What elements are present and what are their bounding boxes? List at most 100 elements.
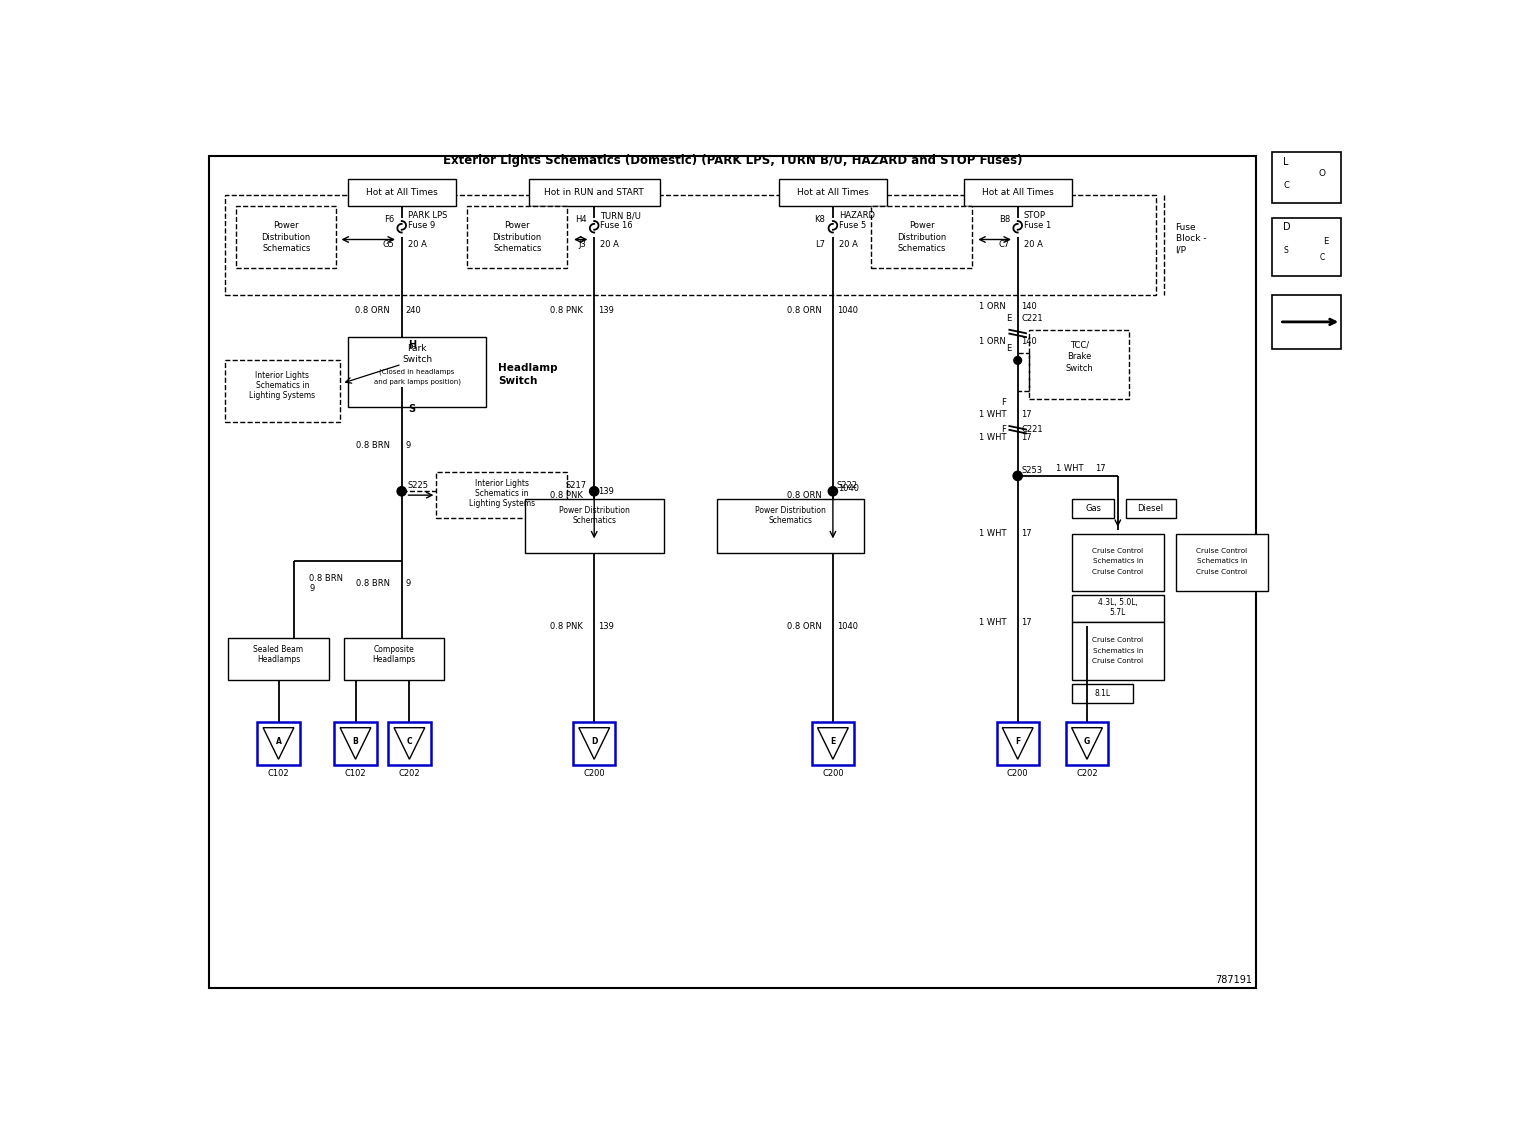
Text: Cruise Control: Cruise Control	[1093, 659, 1143, 665]
Text: and park lamps position): and park lamps position)	[374, 378, 461, 385]
Text: 0.8 PNK: 0.8 PNK	[550, 306, 582, 315]
Text: C200: C200	[1006, 769, 1029, 778]
Text: Cruise Control: Cruise Control	[1093, 569, 1143, 575]
Text: TURN B/U: TURN B/U	[600, 211, 641, 220]
Text: S225: S225	[407, 482, 429, 491]
Text: C200: C200	[822, 769, 844, 778]
Text: (Closed in headlamps: (Closed in headlamps	[380, 369, 454, 375]
Text: 20 A: 20 A	[1024, 241, 1043, 250]
Text: D: D	[1283, 223, 1290, 232]
Text: C200: C200	[584, 769, 605, 778]
Text: Fuse 5: Fuse 5	[839, 222, 866, 231]
Text: Brake: Brake	[1067, 352, 1091, 361]
Text: 17: 17	[1021, 618, 1032, 627]
Bar	[1272, 295, 1341, 349]
Bar	[997, 722, 1038, 765]
Text: Schematics: Schematics	[572, 516, 616, 525]
Bar	[524, 499, 664, 553]
Text: C: C	[406, 736, 412, 745]
Text: Lighting Systems: Lighting Systems	[249, 391, 316, 400]
Text: E: E	[1006, 344, 1011, 353]
Circle shape	[590, 486, 599, 496]
Text: Distribution: Distribution	[261, 233, 310, 242]
Bar	[228, 637, 328, 680]
Text: Switch: Switch	[499, 376, 538, 386]
Text: 0.8 ORN: 0.8 ORN	[787, 621, 821, 630]
Text: 1 WHT: 1 WHT	[979, 433, 1006, 442]
Text: Power: Power	[505, 222, 530, 231]
Bar	[344, 637, 444, 680]
Text: 8.1L: 8.1L	[1094, 688, 1111, 698]
Text: Gas: Gas	[1085, 503, 1100, 512]
Text: C221: C221	[1021, 314, 1043, 323]
Text: 9: 9	[406, 579, 410, 588]
Text: F: F	[1002, 425, 1006, 434]
Text: 240: 240	[406, 306, 421, 315]
Text: Composite: Composite	[374, 644, 415, 653]
Bar	[573, 722, 616, 765]
Circle shape	[1014, 357, 1021, 365]
Text: J3: J3	[579, 241, 587, 250]
Bar	[1272, 218, 1341, 276]
Bar	[1072, 684, 1134, 703]
Text: Cruise Control: Cruise Control	[1093, 637, 1143, 643]
Text: S253: S253	[1021, 466, 1043, 475]
Text: F: F	[1015, 736, 1020, 745]
Text: STOP: STOP	[1024, 211, 1046, 220]
Text: Power Distribution: Power Distribution	[755, 506, 825, 515]
Polygon shape	[579, 728, 610, 759]
Text: 140: 140	[1021, 336, 1037, 345]
Text: Interior Lights: Interior Lights	[474, 479, 529, 488]
Polygon shape	[1072, 728, 1102, 759]
Bar	[225, 195, 1157, 295]
Text: S222: S222	[836, 482, 857, 491]
Text: HAZARD: HAZARD	[839, 211, 876, 220]
Circle shape	[397, 486, 406, 496]
Text: Cruise Control: Cruise Control	[1093, 548, 1143, 553]
Text: C: C	[1283, 181, 1289, 190]
Text: H: H	[407, 340, 416, 350]
Text: 139: 139	[597, 621, 614, 630]
Text: 1 WHT: 1 WHT	[1056, 463, 1084, 473]
Polygon shape	[1002, 728, 1034, 759]
Text: Park: Park	[407, 344, 427, 353]
Text: Headlamps: Headlamps	[372, 654, 415, 663]
Text: G5: G5	[382, 241, 394, 250]
Bar	[1072, 534, 1164, 592]
Text: Diesel: Diesel	[1137, 503, 1163, 512]
Text: Fuse 16: Fuse 16	[600, 222, 632, 231]
Text: 1040: 1040	[839, 484, 859, 493]
Text: Distribution: Distribution	[897, 233, 945, 242]
Text: 787191: 787191	[1216, 975, 1252, 985]
Text: Headlamp: Headlamp	[499, 364, 558, 373]
Bar	[210, 157, 1257, 988]
Text: Headlamps: Headlamps	[257, 654, 299, 663]
Text: PARK LPS: PARK LPS	[407, 211, 447, 220]
Polygon shape	[394, 728, 424, 759]
Bar	[1272, 152, 1341, 202]
Text: Schematics: Schematics	[492, 244, 541, 253]
Text: Schematics in: Schematics in	[476, 490, 529, 498]
Text: E: E	[1006, 314, 1011, 323]
Text: Power Distribution: Power Distribution	[559, 506, 629, 515]
Text: Fuse: Fuse	[1175, 223, 1196, 232]
Bar	[529, 179, 660, 207]
Text: Fuse 9: Fuse 9	[407, 222, 435, 231]
Text: 1 WHT: 1 WHT	[979, 410, 1006, 419]
Text: Cruise Control: Cruise Control	[1196, 569, 1248, 575]
Text: Hot in RUN and START: Hot in RUN and START	[544, 189, 644, 197]
Text: Power: Power	[909, 222, 935, 231]
Bar	[467, 207, 567, 268]
Bar	[1066, 722, 1108, 765]
Bar	[1072, 595, 1164, 623]
Text: 17: 17	[1021, 410, 1032, 419]
Text: 139: 139	[597, 306, 614, 315]
Text: TCC/: TCC/	[1070, 341, 1088, 350]
Bar	[436, 473, 567, 518]
Bar	[778, 179, 886, 207]
Text: Hot at All Times: Hot at All Times	[796, 189, 869, 197]
Text: 0.8 BRN: 0.8 BRN	[356, 441, 391, 450]
Bar	[388, 722, 430, 765]
Text: 17: 17	[1021, 529, 1032, 538]
Text: 0.8 ORN: 0.8 ORN	[356, 306, 391, 315]
